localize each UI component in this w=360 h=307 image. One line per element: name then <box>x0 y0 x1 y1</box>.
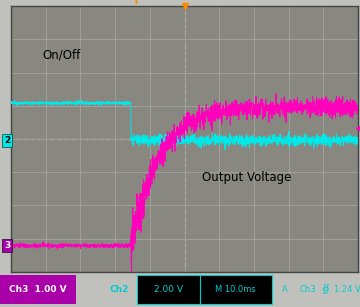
Text: Ch2: Ch2 <box>109 285 129 294</box>
Text: 1.24 V: 1.24 V <box>334 285 360 294</box>
Text: T: T <box>132 0 139 6</box>
Text: Output Voltage: Output Voltage <box>202 171 291 184</box>
FancyBboxPatch shape <box>200 274 272 304</box>
Text: 2.00 V: 2.00 V <box>154 285 183 294</box>
Text: ∯: ∯ <box>322 284 330 294</box>
Text: A: A <box>282 285 287 294</box>
Text: M 10.0ms: M 10.0ms <box>215 285 256 294</box>
Text: Ch3  1.00 V: Ch3 1.00 V <box>9 285 67 294</box>
Text: 2: 2 <box>4 136 10 145</box>
FancyBboxPatch shape <box>137 274 200 304</box>
Text: On/Off: On/Off <box>42 49 80 62</box>
Text: 3: 3 <box>4 241 10 250</box>
Text: Ch3: Ch3 <box>300 285 316 294</box>
FancyBboxPatch shape <box>0 274 76 304</box>
